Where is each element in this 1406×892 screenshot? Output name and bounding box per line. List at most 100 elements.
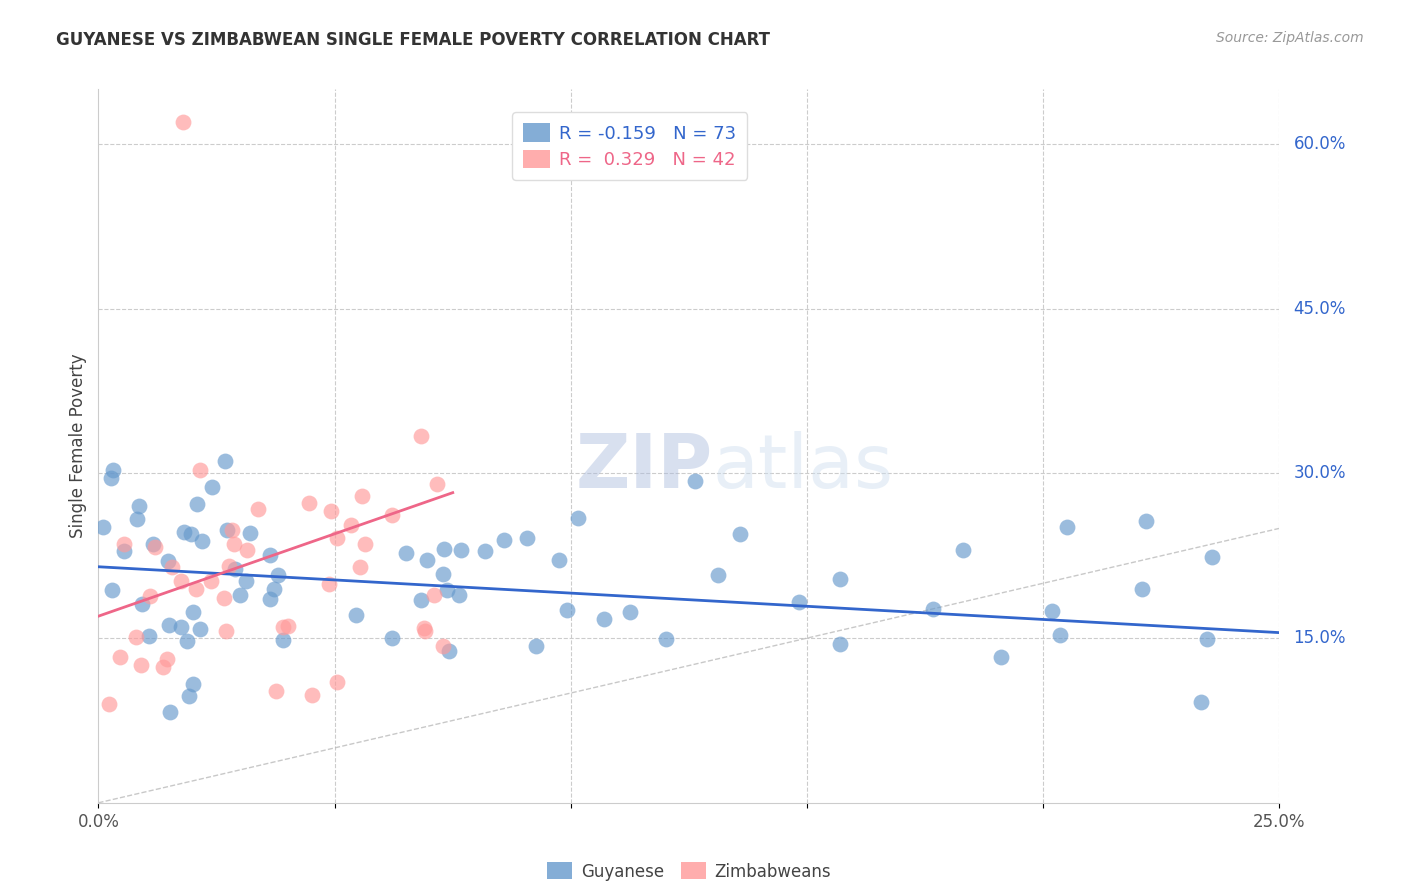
Point [157, 618, 180, 632]
Point [112, 544, 135, 558]
Point [728, 526, 751, 541]
Point [298, 496, 321, 510]
Point [229, 588, 252, 602]
Point [181, 677, 204, 691]
Point [172, 115, 194, 129]
Text: GUYANESE VS ZIMBABWEAN SINGLE FEMALE POVERTY CORRELATION CHART: GUYANESE VS ZIMBABWEAN SINGLE FEMALE POV… [56, 31, 770, 49]
Point [339, 518, 361, 533]
Point [160, 560, 183, 574]
Point [180, 527, 202, 541]
Point [413, 621, 436, 635]
Point [655, 632, 678, 646]
Point [409, 429, 432, 443]
Point [218, 558, 240, 573]
Point [170, 620, 193, 634]
Point [1201, 550, 1223, 565]
Point [100, 471, 122, 485]
Point [222, 536, 245, 550]
Point [143, 540, 166, 554]
Point [159, 705, 181, 719]
Point [186, 582, 208, 596]
Point [215, 624, 238, 639]
Point [101, 463, 124, 477]
Point [271, 619, 294, 633]
Point [125, 630, 148, 644]
Point [830, 572, 852, 586]
Y-axis label: Single Female Poverty: Single Female Poverty [69, 354, 87, 538]
Point [432, 566, 454, 581]
Point [1130, 582, 1153, 596]
Point [127, 512, 149, 526]
Point [235, 543, 257, 558]
Point [325, 531, 347, 545]
Legend: Guyanese, Zimbabweans: Guyanese, Zimbabweans [541, 855, 837, 888]
Point [156, 554, 179, 568]
Point [152, 660, 174, 674]
Point [176, 634, 198, 648]
Point [319, 504, 342, 518]
Point [922, 602, 945, 616]
Point [474, 544, 496, 558]
Point [426, 477, 449, 491]
Point [349, 560, 371, 574]
Text: 30.0%: 30.0% [1294, 465, 1346, 483]
Point [188, 463, 211, 477]
Point [353, 537, 375, 551]
Point [395, 546, 418, 560]
Text: ZIP: ZIP [575, 431, 713, 504]
Point [437, 644, 460, 658]
Point [170, 574, 193, 588]
Point [381, 632, 404, 646]
Point [186, 497, 208, 511]
Point [422, 588, 444, 602]
Point [952, 543, 974, 558]
Point [381, 508, 404, 522]
Point [593, 612, 616, 626]
Point [447, 589, 470, 603]
Point [212, 591, 235, 605]
Point [557, 603, 579, 617]
Point [201, 480, 224, 494]
Point [156, 651, 179, 665]
Point [129, 658, 152, 673]
Point [181, 605, 204, 619]
Point [173, 524, 195, 539]
Point [492, 533, 515, 547]
Point [1056, 520, 1078, 534]
Text: 45.0%: 45.0% [1294, 300, 1346, 318]
Point [263, 582, 285, 597]
Point [1135, 514, 1157, 528]
Point [1042, 604, 1064, 618]
Point [516, 531, 538, 545]
Point [110, 649, 132, 664]
Point [432, 639, 454, 653]
Point [142, 537, 165, 551]
Point [112, 537, 135, 551]
Point [318, 576, 340, 591]
Point [413, 624, 436, 638]
Point [344, 607, 367, 622]
Point [188, 622, 211, 636]
Point [191, 533, 214, 548]
Point [524, 640, 547, 654]
Point [247, 502, 270, 516]
Point [409, 593, 432, 607]
Point [830, 637, 852, 651]
Point [267, 568, 290, 582]
Point [215, 523, 238, 537]
Point [200, 574, 222, 588]
Point [131, 597, 153, 611]
Point [277, 619, 299, 633]
Point [91, 520, 114, 534]
Point [325, 674, 347, 689]
Point [264, 684, 287, 698]
Point [990, 650, 1012, 665]
Point [685, 475, 707, 489]
Point [416, 553, 439, 567]
Point [548, 552, 571, 566]
Point [1189, 695, 1212, 709]
Text: atlas: atlas [713, 431, 894, 504]
Text: 60.0%: 60.0% [1294, 135, 1346, 153]
Point [139, 590, 162, 604]
Point [450, 543, 472, 558]
